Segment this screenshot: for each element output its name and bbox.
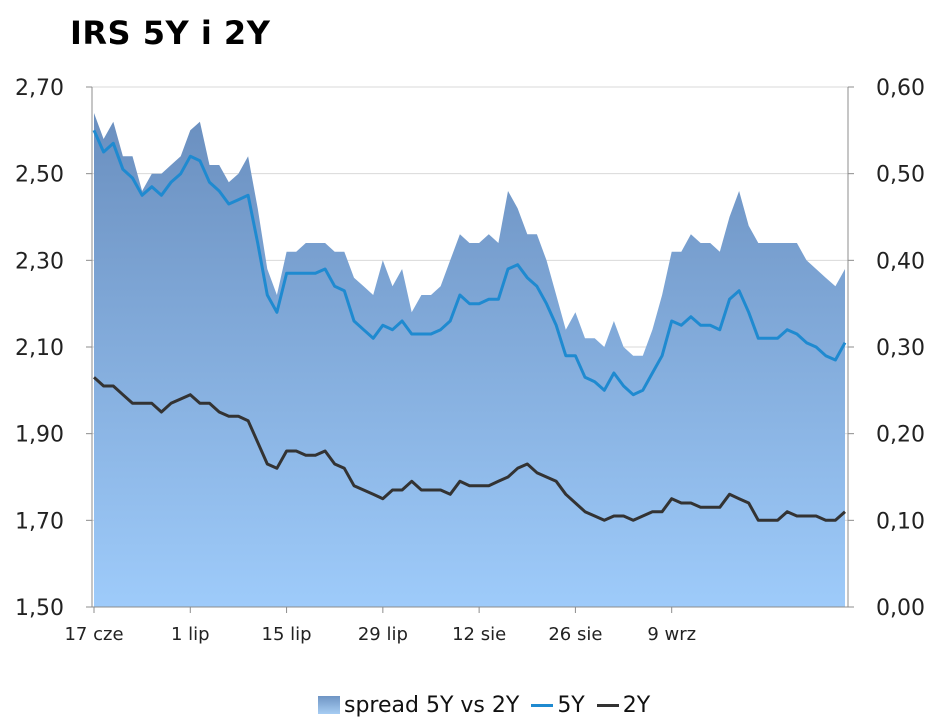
y-tick-label-left: 2,50 (15, 163, 64, 188)
legend-swatch-2y (596, 703, 619, 707)
legend-swatch-5y (531, 703, 554, 707)
legend-label-spread: spread 5Y vs 2Y (344, 692, 520, 718)
x-tick-label: 15 lip (262, 624, 312, 645)
legend-swatch-spread (318, 696, 340, 714)
y-tick-label-right: 0,30 (876, 336, 925, 361)
legend-label-5y: 5Y (557, 692, 585, 718)
x-tick-label: 26 sie (548, 624, 602, 645)
y-tick-label-right: 0,00 (876, 596, 925, 621)
y-tick-label-right: 0,50 (876, 163, 925, 188)
legend-label-2y: 2Y (622, 692, 651, 718)
y-tick-label-left: 1,90 (15, 423, 64, 448)
legend-item-2y[interactable]: 2Y (596, 692, 651, 718)
series-line-2y (92, 376, 847, 522)
chart-canvas: 1,50 1,70 1,90 2,10 2,30 2,50 2,70 0,00 0,10 0,20… (15, 76, 925, 645)
legend: spread 5Y vs 2Y 5Y 2Y (318, 690, 662, 720)
legend-item-spread[interactable]: spread 5Y vs 2Y (318, 693, 519, 718)
x-tick-label: 17 cze (64, 624, 123, 645)
y-tick-label-right: 0,10 (876, 509, 925, 534)
y-tick-label-right: 0,60 (876, 76, 925, 101)
series-line-5y (92, 129, 847, 397)
y-tick-label-right: 0,40 (876, 249, 925, 274)
spread-area (94, 113, 845, 607)
y-tick-label-left: 2,30 (15, 249, 64, 274)
x-tick-label: 1 lip (171, 624, 210, 645)
y-tick-label-left: 2,10 (15, 336, 64, 361)
legend-item-5y[interactable]: 5Y (531, 692, 585, 718)
y-tick-label-left: 1,70 (15, 509, 64, 534)
y-tick-label-left: 2,70 (15, 76, 64, 101)
y-tick-label-right: 0,20 (876, 423, 925, 448)
chart-title: IRS 5Y i 2Y (70, 14, 271, 52)
x-tick-label: 9 wrz (647, 624, 696, 645)
y-tick-label-left: 1,50 (15, 596, 64, 621)
x-tick-label: 29 lip (358, 624, 408, 645)
x-tick-label: 12 sie (452, 624, 506, 645)
